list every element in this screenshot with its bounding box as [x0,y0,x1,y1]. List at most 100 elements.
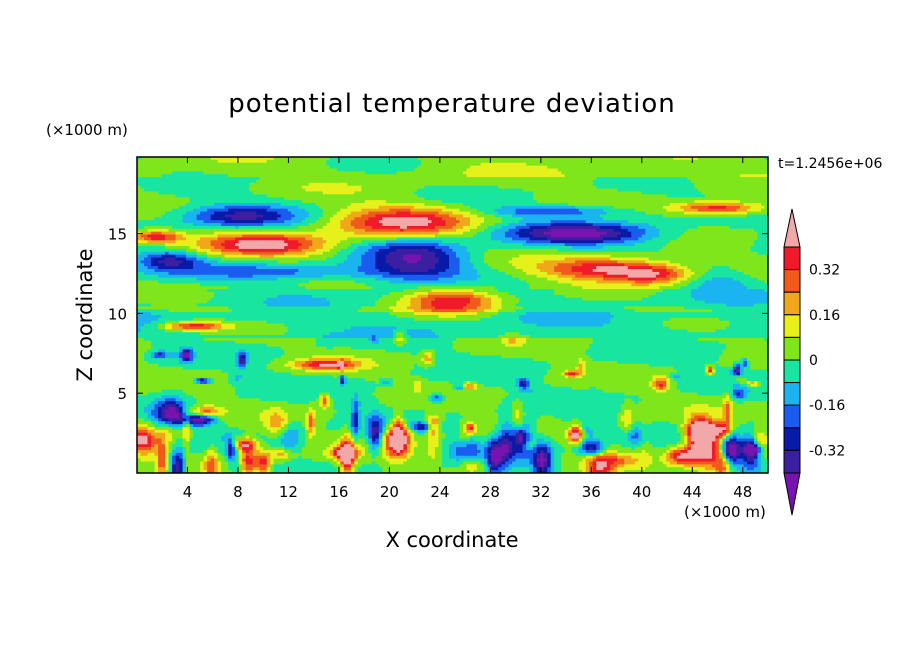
contour-cell [564,191,569,195]
contour-cell [585,174,590,178]
contour-cell [270,162,275,167]
contour-cell [312,188,317,193]
contour-cell [291,188,296,193]
contour-cell [406,165,412,170]
contour-cell [739,165,745,170]
contour-cell [501,208,506,213]
contour-cell [708,182,713,187]
contour-cell [718,220,724,224]
contour-cell [498,191,503,195]
contour-cell [224,171,229,175]
contour-cell [578,225,583,230]
contour-cell [694,202,699,207]
contour-cell [406,208,412,213]
contour-cell [252,168,257,172]
contour-cell [399,168,405,172]
contour-cell [648,157,653,161]
contour-cell [547,179,552,184]
contour-cell [434,214,440,218]
contour-cell [515,217,520,221]
contour-cell [329,159,334,164]
contour-cell [533,231,538,236]
contour-cell [235,234,240,239]
contour-cell [417,225,422,230]
contour-cell [259,165,264,170]
contour-cell [536,157,541,161]
contour-cell [466,234,471,239]
contour-cell [158,220,163,224]
contour-cell [322,168,327,172]
contour-cell [322,191,327,195]
contour-cell [568,225,573,230]
contour-cell [298,179,303,184]
contour-cell [477,159,482,164]
contour-cell [326,202,331,207]
contour-cell [536,220,541,224]
contour-cell [238,157,243,161]
contour-cell [392,191,398,195]
contour-cell [301,220,306,224]
contour-cell [694,179,699,184]
contour-cell [606,188,611,193]
contour-cell [750,168,755,172]
contour-cell [501,205,506,210]
contour-cell [420,168,426,172]
contour-cell [491,214,496,218]
contour-cell [196,162,201,167]
contour-cell [515,182,520,187]
contour-cell [596,188,601,193]
contour-cell [764,205,768,210]
contour-cell [466,177,471,181]
contour-cell [266,205,271,210]
contour-cell [533,177,538,181]
contour-cell [648,179,653,184]
contour-cell [441,157,447,161]
contour-cell [214,179,219,184]
contour-cell [592,165,597,170]
contour-cell [610,225,615,230]
contour-cell [413,159,419,164]
contour-cell [578,185,583,190]
contour-cell [470,225,475,230]
contour-cell [238,223,243,227]
contour-cell [228,214,233,218]
contour-cell [494,159,499,164]
contour-cell [284,165,289,170]
contour-cell [168,197,173,201]
contour-cell [704,200,710,204]
contour-cell [603,211,608,216]
contour-cell [494,220,499,224]
contour-cell [753,208,759,213]
contour-cell [417,208,422,213]
contour-cell [708,185,713,190]
contour-cell [708,211,713,216]
contour-cell [270,194,275,198]
contour-cell [294,182,299,187]
contour-cell [764,208,768,213]
contour-cell [613,217,618,221]
contour-cell [708,208,713,213]
contour-cell [249,171,254,175]
contour-cell [350,191,355,195]
contour-cell [760,217,766,221]
contour-cell [266,185,271,190]
contour-cell [256,205,261,210]
contour-cell [343,220,348,224]
contour-cell [172,191,177,195]
contour-cell [224,223,229,227]
contour-cell [690,162,695,167]
contour-cell [722,220,727,224]
contour-cell [392,179,398,184]
contour-cell [263,191,268,195]
contour-cell [256,211,261,216]
contour-cell [280,225,285,230]
contour-cell [322,234,327,239]
contour-cell [291,197,296,201]
contour-cell [319,211,324,216]
contour-cell [459,159,464,164]
contour-cell [617,205,622,210]
contour-cell [596,177,601,181]
contour-cell [459,228,464,233]
contour-cell [392,168,398,172]
contour-cell [137,174,142,178]
